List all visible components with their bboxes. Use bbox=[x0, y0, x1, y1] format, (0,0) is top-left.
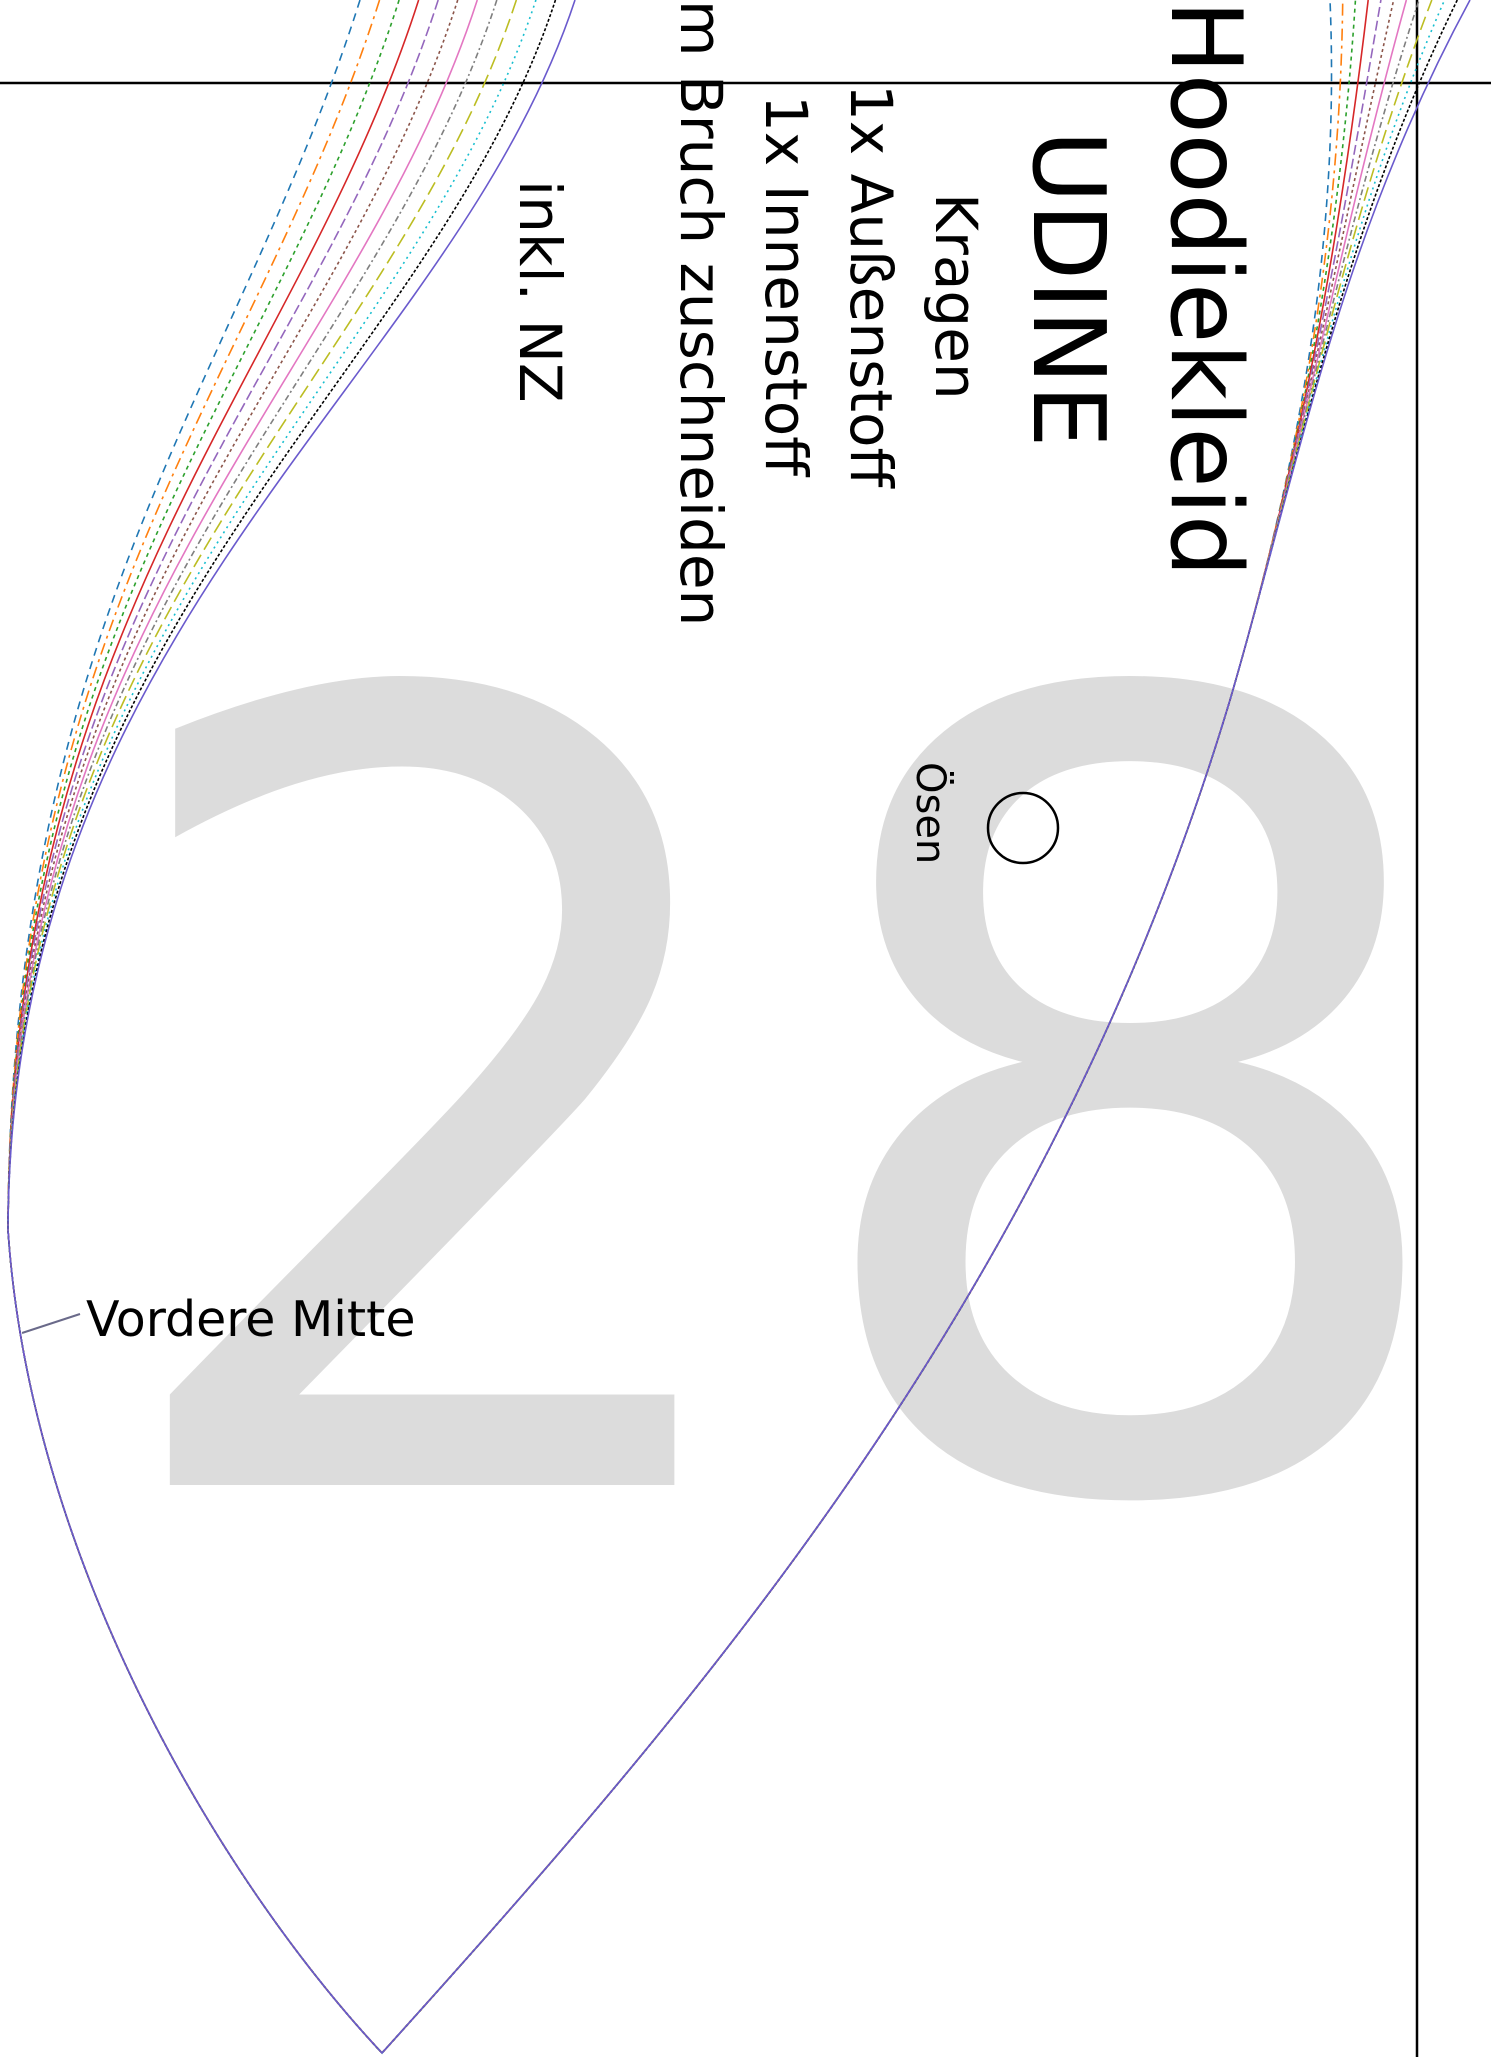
eyelet-circle bbox=[986, 791, 1060, 865]
seam-allowance-note: inkl. NZ bbox=[506, 180, 574, 403]
size-line-1 bbox=[7, 0, 1333, 2055]
size-lines bbox=[7, 0, 1471, 2055]
page-number: 28 bbox=[90, 474, 1477, 1743]
fold-note: m Bruch zuschneiden bbox=[667, 0, 735, 626]
center-front-label: Vordere Mitte bbox=[86, 1291, 415, 1348]
piece-name: Kragen bbox=[922, 193, 990, 400]
cut-inner: 1x Innenstoff bbox=[752, 95, 820, 478]
cut-outer: 1x Außenstoff bbox=[837, 84, 905, 490]
pattern-title: Hoodiekleid bbox=[1148, 0, 1262, 577]
center-front-pointer bbox=[21, 1313, 81, 1334]
eyelet-label: Ösen bbox=[907, 762, 955, 864]
pattern-name: UDINE bbox=[1010, 130, 1127, 448]
size-line-12 bbox=[7, 0, 1471, 2055]
size-line-11 bbox=[7, 0, 1458, 2055]
size-line-8 bbox=[7, 0, 1420, 2055]
